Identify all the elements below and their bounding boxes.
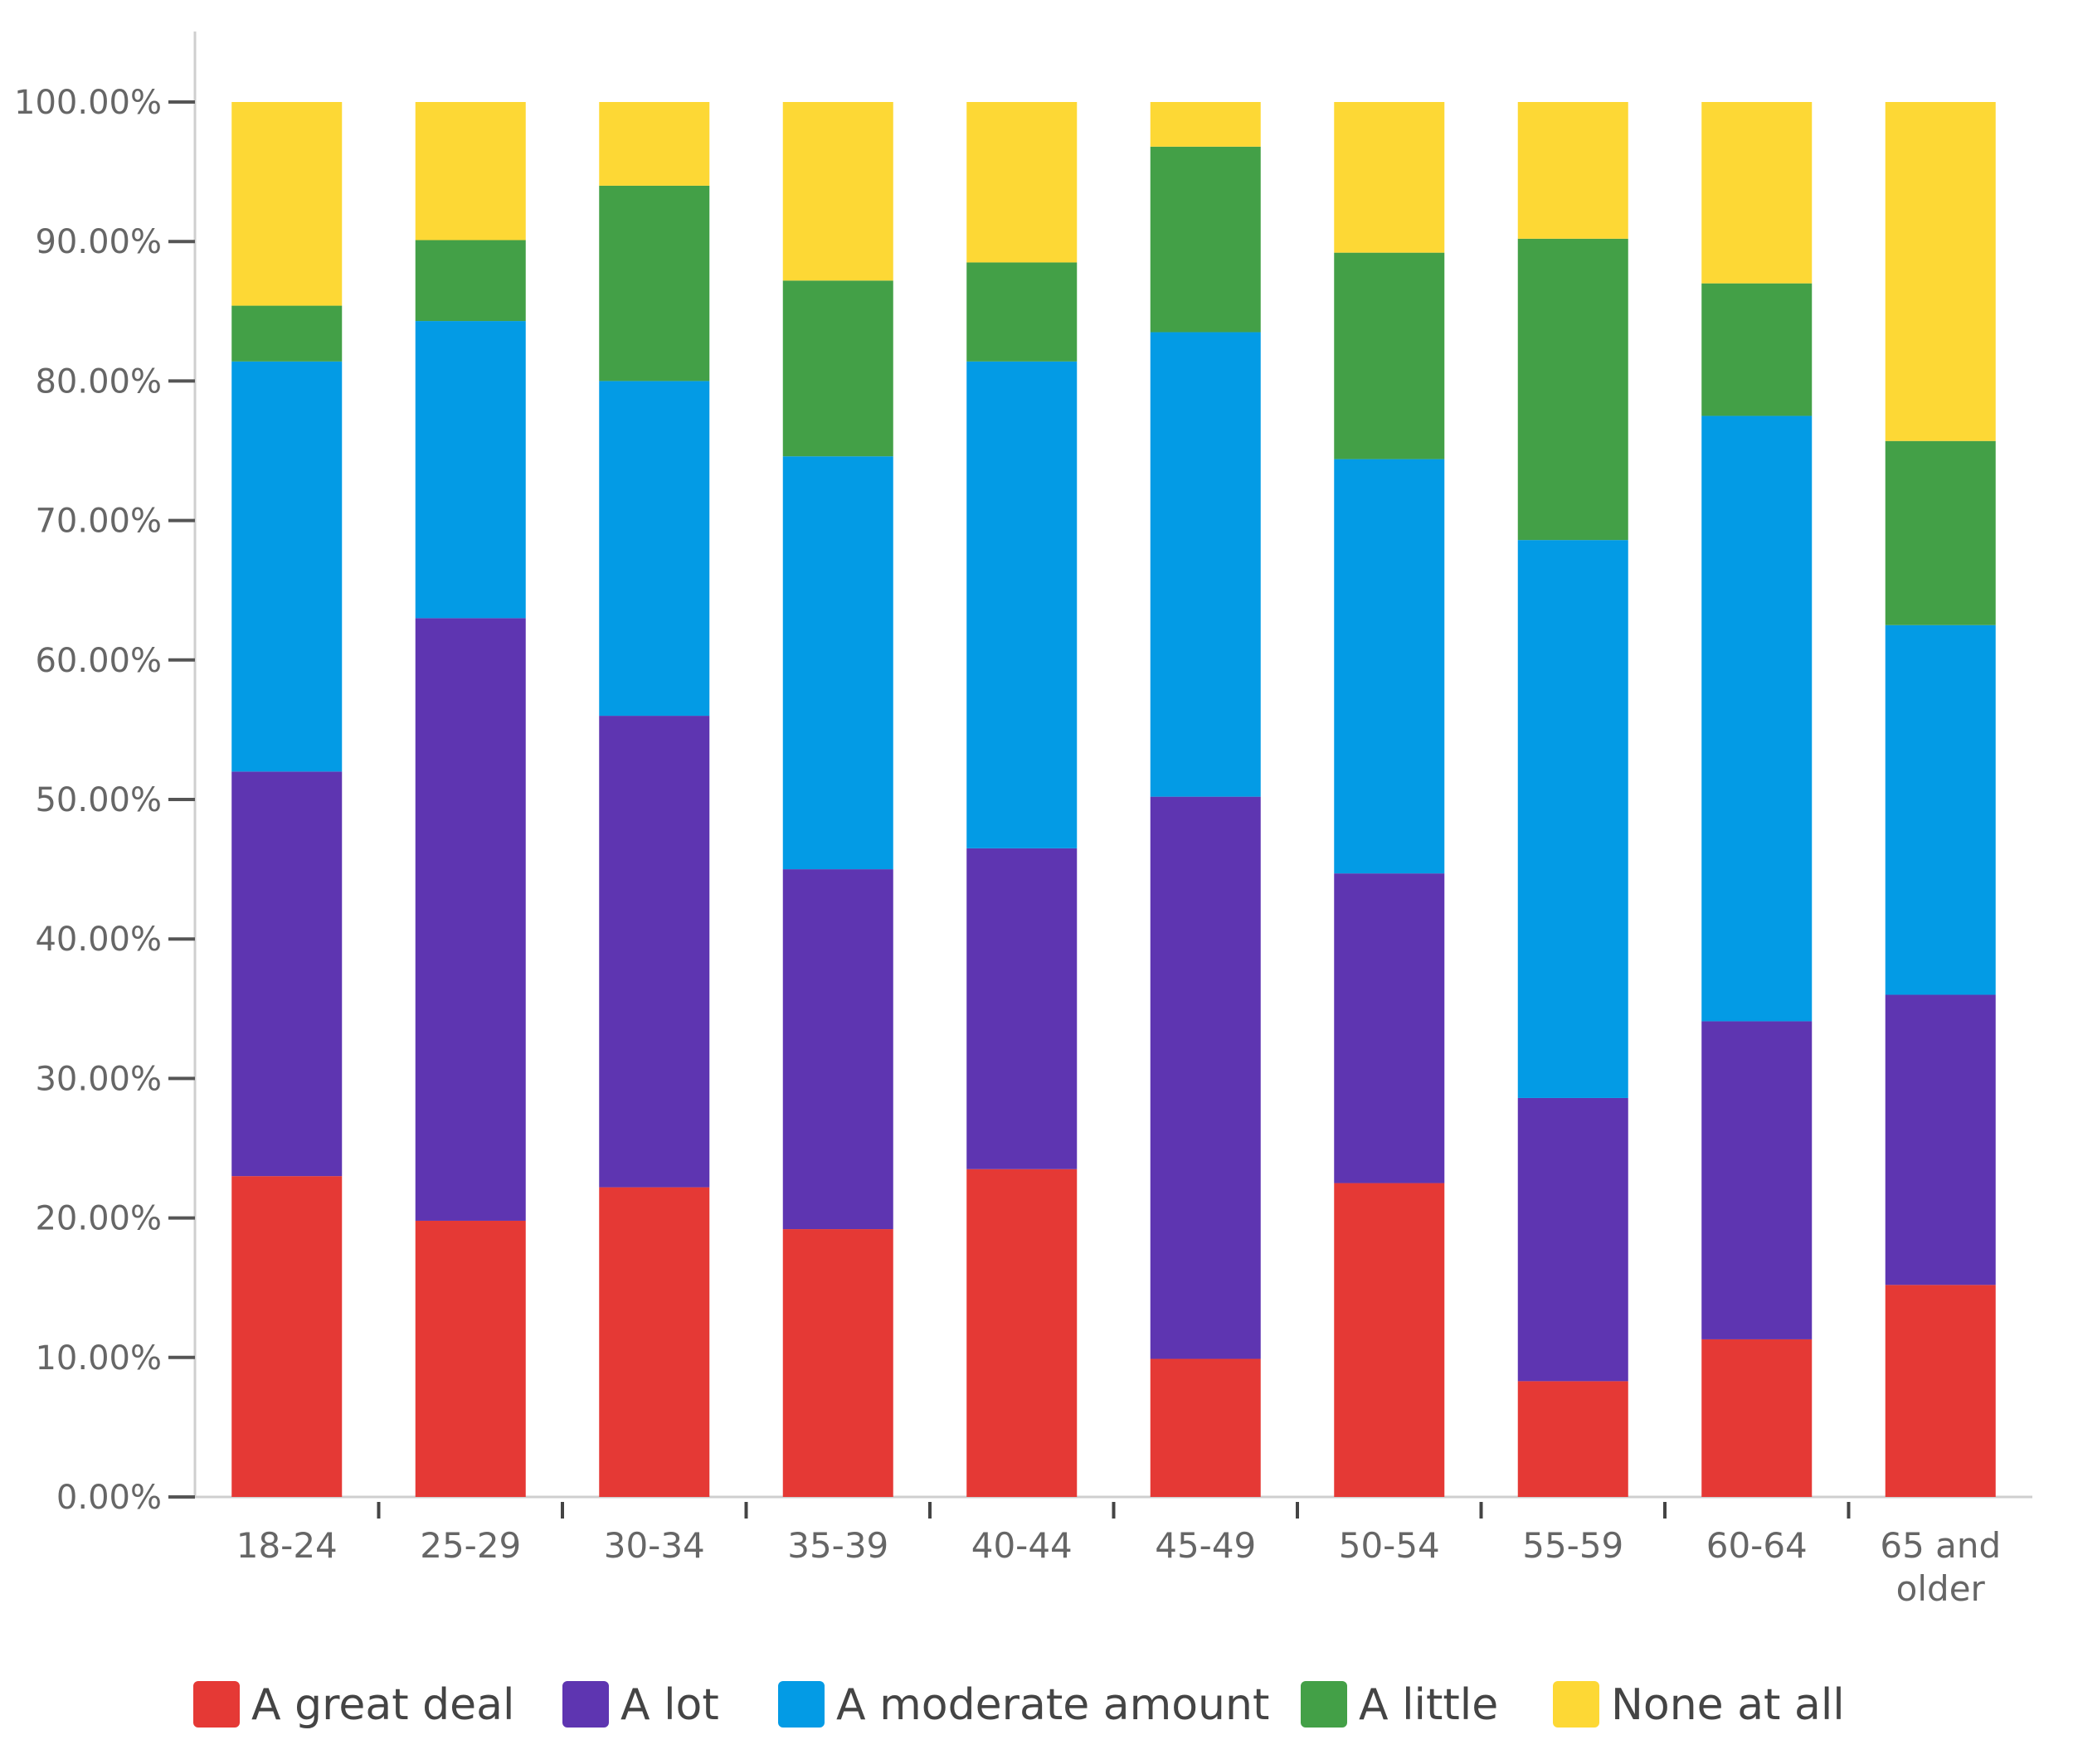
bar-none-at-all-40-44 [966,102,1078,263]
legend-label: A great deal [251,1680,514,1730]
bar-a-little-25-29 [415,240,526,322]
legend-item-a-lot: A lot [562,1680,719,1730]
bar-a-moderate-amount-65-and-older [1885,624,1996,995]
bar-a-great-deal-30-34 [599,1187,710,1497]
bar-a-lot-30-34 [599,716,710,1188]
legend-item-none-at-all: None at all [1553,1680,1845,1730]
legend-item-a-great-deal: A great deal [193,1680,514,1730]
bar-a-little-45-49 [1150,146,1261,333]
bar-a-moderate-amount-55-59 [1517,540,1628,1098]
bar-a-little-18-24 [231,305,343,362]
legend-item-a-moderate-amount: A moderate amount [778,1680,1269,1730]
bar-a-great-deal-25-29 [415,1220,526,1497]
y-tick-label: 40.00% [35,921,162,959]
x-tick-label-18-24: 18-24 [236,1525,338,1566]
bar-none-at-all-25-29 [415,102,526,241]
legend-label: None at all [1611,1680,1845,1730]
bar-none-at-all-60-64 [1701,102,1813,284]
bar-a-lot-65-and-older [1885,994,1996,1285]
bar-a-moderate-amount-30-34 [599,381,710,717]
x-tick-label-50-54: 50-54 [1339,1525,1440,1566]
y-tick-label: 10.00% [35,1339,162,1378]
bar-a-lot-50-54 [1334,873,1445,1183]
legend-swatch [1301,1681,1347,1728]
y-tick-label: 50.00% [35,781,162,819]
bar-a-little-35-39 [782,280,893,457]
bar-a-lot-40-44 [966,848,1078,1169]
bar-a-great-deal-18-24 [231,1176,343,1497]
bar-a-little-50-54 [1334,252,1445,459]
bar-none-at-all-55-59 [1517,102,1628,239]
bar-a-lot-25-29 [415,618,526,1221]
legend-swatch [778,1681,825,1728]
bar-a-lot-35-39 [782,869,893,1230]
legend-label: A lot [620,1680,719,1730]
x-tick-label-60-64: 60-64 [1706,1525,1808,1566]
bar-a-lot-60-64 [1701,1021,1813,1339]
bar-none-at-all-35-39 [782,102,893,281]
y-tick-label: 30.00% [35,1060,162,1098]
bar-a-little-55-59 [1517,238,1628,541]
legend-swatch [193,1681,240,1728]
bar-a-great-deal-65-and-older [1885,1285,1996,1497]
y-tick-label: 70.00% [35,503,162,541]
bar-none-at-all-65-and-older [1885,102,1996,441]
bar-a-great-deal-60-64 [1701,1339,1813,1497]
bar-a-moderate-amount-50-54 [1334,459,1445,874]
bar-a-moderate-amount-45-49 [1150,332,1261,797]
bar-none-at-all-18-24 [231,102,343,306]
y-tick-label: 100.00% [14,84,162,122]
bar-a-little-60-64 [1701,283,1813,416]
bar-a-moderate-amount-60-64 [1701,415,1813,1022]
bars [231,102,1996,1497]
bar-a-great-deal-50-54 [1334,1183,1445,1497]
bar-a-little-65-and-older [1885,440,1996,625]
bar-none-at-all-30-34 [599,102,710,186]
bar-a-great-deal-35-39 [782,1229,893,1497]
y-tick-label: 90.00% [35,223,162,261]
legend-label: A moderate amount [836,1680,1269,1730]
legend-swatch [1553,1681,1599,1728]
bar-a-lot-45-49 [1150,796,1261,1359]
bar-a-great-deal-55-59 [1517,1381,1628,1497]
bar-none-at-all-45-49 [1150,102,1261,147]
x-tick-label-35-39: 35-39 [787,1525,888,1566]
tick-labels: 0.00% 10.00% 20.00% 30.00% 40.00% 50.00% 60.00… [14,84,2001,1609]
y-tick-label: 60.00% [35,642,162,680]
y-tick-label: 80.00% [35,362,162,401]
bar-a-lot-55-59 [1517,1097,1628,1382]
bar-a-lot-18-24 [231,771,343,1177]
x-tick-label-30-34: 30-34 [604,1525,705,1566]
bar-a-great-deal-45-49 [1150,1358,1261,1497]
bar-a-moderate-amount-18-24 [231,361,343,772]
bar-a-moderate-amount-35-39 [782,456,893,870]
x-tick-label-40-44: 40-44 [971,1525,1073,1566]
legend-swatch [562,1681,609,1728]
bar-a-little-30-34 [599,185,710,381]
y-tick-label: 0.00% [56,1479,162,1517]
legend-item-a-little: A little [1301,1680,1498,1730]
x-tick-label-25-29: 25-29 [420,1525,521,1566]
legend: A great deal A lot A moderate amount A litt… [193,1680,1845,1730]
bar-a-moderate-amount-40-44 [966,361,1078,848]
bar-a-moderate-amount-25-29 [415,321,526,619]
bar-none-at-all-50-54 [1334,102,1445,253]
x-tick-label-65-and-older: 65 and older [1880,1525,2001,1609]
bar-a-great-deal-40-44 [966,1169,1078,1497]
bar-a-little-40-44 [966,262,1078,362]
legend-label: A little [1359,1680,1498,1730]
x-tick-label-45-49: 45-49 [1155,1525,1256,1566]
y-tick-label: 20.00% [35,1200,162,1238]
x-tick-label-55-59: 55-59 [1522,1525,1623,1566]
